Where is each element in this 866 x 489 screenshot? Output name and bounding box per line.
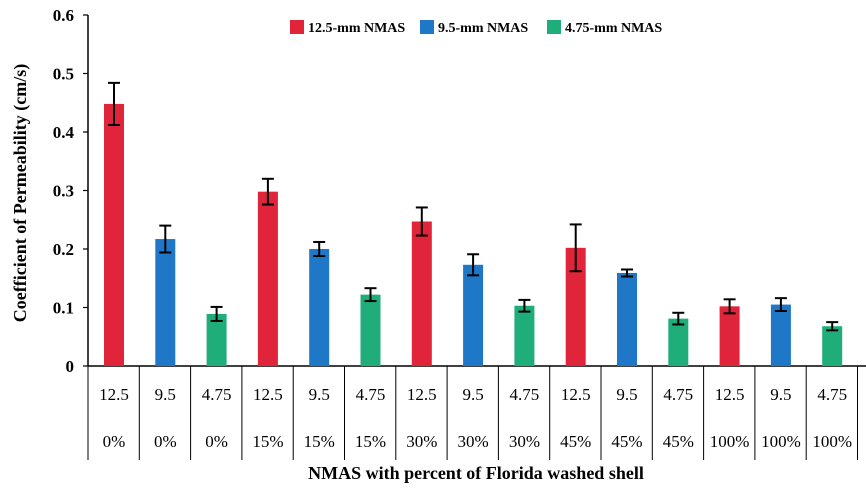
y-tick-label: 0.2 (53, 240, 74, 259)
x-category-percent: 0% (154, 432, 177, 451)
x-category-nmas: 9.5 (462, 385, 483, 404)
bar (411, 221, 432, 366)
bar (309, 249, 330, 366)
x-category-nmas: 9.5 (616, 385, 637, 404)
x-category-percent: 0% (103, 432, 126, 451)
y-tick-label: 0 (66, 357, 75, 376)
x-category-nmas: 4.75 (663, 385, 693, 404)
bar (770, 304, 791, 366)
x-category-percent: 45% (560, 432, 591, 451)
bar (463, 264, 484, 366)
bar (360, 294, 381, 366)
y-tick-label: 0.6 (53, 6, 74, 25)
legend-label: 9.5-mm NMAS (438, 21, 528, 36)
x-category-nmas: 12.5 (99, 385, 129, 404)
bar (155, 239, 176, 366)
x-category-percent: 100% (710, 432, 750, 451)
x-category-percent: 30% (509, 432, 540, 451)
x-category-percent: 15% (355, 432, 386, 451)
x-category-nmas: 4.75 (356, 385, 386, 404)
bar (822, 326, 843, 366)
x-category-nmas: 4.75 (510, 385, 540, 404)
x-category-nmas: 12.5 (715, 385, 745, 404)
bar (104, 103, 124, 367)
legend-swatch (420, 20, 434, 34)
legend: 12.5-mm NMAS 9.5-mm NMAS 4.75-mm NMAS (290, 20, 662, 36)
x-category-percent: 45% (611, 432, 642, 451)
legend-swatch (547, 20, 561, 34)
x-category-nmas: 4.75 (202, 385, 232, 404)
legend-label: 12.5-mm NMAS (308, 21, 405, 36)
bars (104, 81, 843, 367)
x-category-percent: 15% (252, 432, 283, 451)
y-tick-label: 0.5 (53, 65, 74, 84)
x-category-nmas: 12.5 (253, 385, 283, 404)
y-axis-label: Coefficient of Permeability (cm/s) (10, 64, 31, 322)
x-category-percent: 100% (812, 432, 852, 451)
bar (617, 272, 637, 366)
x-category-percent: 100% (761, 432, 801, 451)
x-category-percent: 0% (205, 432, 228, 451)
bar (719, 306, 740, 366)
x-axis-label: NMAS with percent of Florida washed shel… (308, 463, 644, 483)
x-category-percent: 15% (304, 432, 335, 451)
bar (668, 318, 689, 366)
x-category-nmas: 9.5 (770, 385, 791, 404)
bar (514, 305, 535, 366)
bar (206, 313, 227, 366)
bar (565, 247, 586, 366)
x-category-percent: 30% (406, 432, 437, 451)
y-tick-label: 0.3 (53, 182, 74, 201)
bar (257, 191, 278, 366)
x-category-percent: 30% (458, 432, 489, 451)
x-category-nmas: 12.5 (407, 385, 437, 404)
legend-swatch (290, 20, 304, 34)
x-category-table: 12.5 0% 9.5 0% 4.75 0% 12.5 15% 9.5 15% 4.75 15% 12.… (87, 366, 858, 460)
x-category-nmas: 12.5 (561, 385, 591, 404)
legend-label: 4.75-mm NMAS (565, 21, 662, 36)
y-tick-label: 0.4 (53, 123, 75, 142)
x-category-nmas: 4.75 (817, 385, 847, 404)
x-category-percent: 45% (663, 432, 694, 451)
x-category-nmas: 9.5 (155, 385, 176, 404)
x-category-nmas: 9.5 (309, 385, 330, 404)
y-tick-label: 0.1 (53, 299, 74, 318)
